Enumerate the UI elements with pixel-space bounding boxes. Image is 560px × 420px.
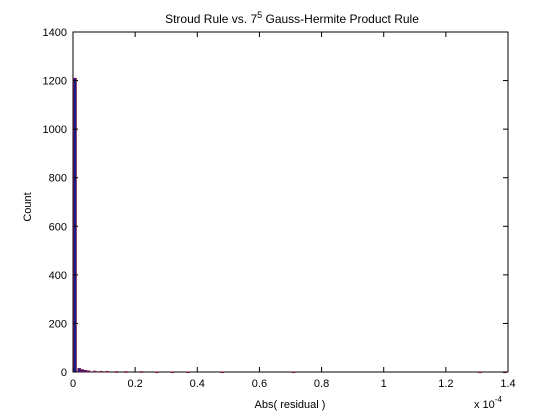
x-tick-label: 0 bbox=[70, 378, 76, 390]
x-tick-label: 0.8 bbox=[314, 378, 329, 390]
y-tick-label: 0 bbox=[61, 367, 67, 379]
x-tick-label: 0.6 bbox=[252, 378, 267, 390]
x-axis-multiplier-exponent: -4 bbox=[495, 395, 503, 404]
histogram-bar bbox=[73, 77, 77, 373]
histogram-bar bbox=[99, 370, 103, 373]
x-axis-multiplier-base: x 10 bbox=[474, 399, 495, 411]
histogram-bar bbox=[186, 371, 190, 374]
x-axis-label: Abs( residual ) bbox=[255, 399, 326, 411]
histogram-bar bbox=[155, 371, 159, 374]
chart-title-main: Stroud Rule vs. 7 bbox=[165, 12, 257, 26]
x-tick-label: 1.2 bbox=[438, 378, 453, 390]
y-tick-label: 800 bbox=[49, 173, 67, 185]
y-axis-label: Count bbox=[22, 192, 34, 221]
y-axis-ticks: 0 200 400 600 800 1000 1200 1400 bbox=[43, 27, 508, 379]
histogram-bar bbox=[83, 369, 88, 373]
y-tick-label: 600 bbox=[49, 221, 67, 233]
histogram-bar bbox=[478, 371, 482, 374]
histogram-bar bbox=[80, 369, 85, 373]
bars-layer bbox=[73, 77, 507, 374]
histogram-bar bbox=[86, 370, 91, 373]
y-tick-label: 400 bbox=[49, 270, 67, 282]
x-axis-multiplier: x 10-4 bbox=[474, 395, 502, 411]
chart-title-superscript: 5 bbox=[257, 10, 262, 20]
histogram-bar bbox=[77, 368, 82, 373]
chart-title: Stroud Rule vs. 75 Gauss-Hermite Product… bbox=[165, 10, 419, 26]
x-tick-label: 0.4 bbox=[190, 378, 205, 390]
histogram-bar bbox=[170, 371, 175, 374]
y-tick-label: 1400 bbox=[43, 27, 67, 39]
x-tick-label: 1 bbox=[381, 378, 387, 390]
histogram-bar bbox=[105, 370, 109, 373]
histogram-bar bbox=[220, 371, 224, 374]
histogram-bar bbox=[114, 371, 119, 373]
y-tick-label: 1000 bbox=[43, 124, 67, 136]
histogram-bar bbox=[291, 371, 296, 374]
x-tick-label: 1.4 bbox=[500, 378, 515, 390]
y-tick-label: 1200 bbox=[43, 76, 67, 88]
histogram-bar bbox=[92, 370, 97, 373]
x-axis-ticks: 0 0.2 0.4 0.6 0.8 1 1.2 1.4 bbox=[70, 32, 516, 390]
plot-area bbox=[72, 31, 509, 373]
y-tick-label: 200 bbox=[49, 318, 67, 330]
histogram-bar bbox=[124, 371, 128, 373]
x-tick-label: 0.2 bbox=[127, 378, 142, 390]
histogram-bar bbox=[139, 371, 144, 373]
chart-title-suffix: Gauss-Hermite Product Rule bbox=[262, 12, 419, 26]
